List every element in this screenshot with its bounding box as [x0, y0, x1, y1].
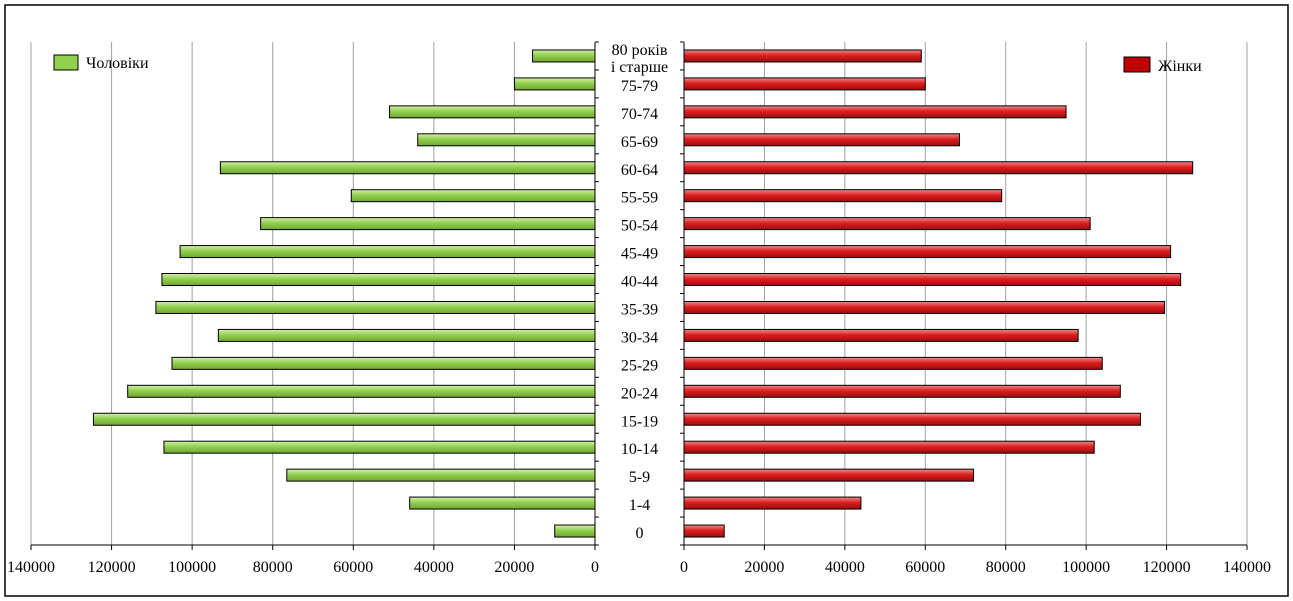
bar-female — [683, 328, 1079, 342]
age-group-label: 45-49 — [621, 246, 658, 263]
axis-tick-labels: 140000 120000 100000 80000 60000 40000 20000 0 0… — [7, 559, 1271, 576]
age-group-label: 0 — [636, 525, 644, 542]
x-tick-label-left: 40000 — [414, 559, 454, 576]
age-group-label-line: і старше — [611, 59, 668, 76]
age-group-label: 35-39 — [621, 301, 658, 318]
bar-female — [683, 524, 725, 538]
x-tick-label-left: 120000 — [88, 559, 136, 576]
bar-female — [683, 273, 1182, 287]
age-group-label: 80 років і старше — [611, 42, 668, 76]
bar-female — [683, 49, 922, 63]
x-tick-label-left: 100000 — [168, 559, 216, 576]
x-tick-label-right: 100000 — [1062, 559, 1110, 576]
bar-female — [683, 440, 1095, 454]
bar-female — [683, 356, 1103, 370]
legend-female: Жінки — [1123, 56, 1202, 75]
age-group-label: 40-44 — [621, 274, 658, 291]
age-group-labels: 0 1-4 5-9 10-14 15-19 20-24 25-29 30-34 35-39 40-… — [611, 42, 668, 542]
bar-female — [683, 217, 1091, 231]
x-tick-label-left: 20000 — [494, 559, 534, 576]
age-group-label: 70-74 — [621, 106, 658, 123]
bar-male — [513, 77, 596, 91]
age-group-label: 25-29 — [621, 357, 658, 374]
bar-female — [683, 300, 1166, 314]
axes — [30, 41, 1248, 550]
bar-male — [161, 273, 596, 287]
bar-male — [92, 412, 596, 426]
bar-male — [554, 524, 596, 538]
age-group-label: 50-54 — [621, 218, 658, 235]
bar-male — [179, 245, 596, 259]
bar-female — [683, 77, 926, 91]
gridlines — [30, 42, 1248, 545]
age-group-label: 15-19 — [621, 413, 658, 430]
age-group-label: 10-14 — [621, 441, 658, 458]
legend-female-swatch — [1123, 56, 1151, 73]
bar-female — [683, 133, 960, 147]
bar-male — [171, 356, 596, 370]
bar-male — [286, 468, 596, 482]
bar-male — [217, 328, 596, 342]
x-tick-label-right: 0 — [680, 559, 688, 576]
x-tick-label-left: 60000 — [333, 559, 373, 576]
x-tick-label-right: 40000 — [825, 559, 865, 576]
legend-female-label: Жінки — [1158, 58, 1202, 75]
age-group-label: 60-64 — [621, 162, 658, 179]
x-tick-label-right: 60000 — [905, 559, 945, 576]
bar-female — [683, 384, 1121, 398]
bar-male — [127, 384, 596, 398]
age-group-label: 55-59 — [621, 190, 658, 207]
legend-male-label: Чоловіки — [86, 55, 149, 72]
bar-male — [163, 440, 596, 454]
bar-male — [409, 496, 596, 510]
age-group-label: 20-24 — [621, 385, 658, 402]
bar-female — [683, 189, 1003, 203]
bar-female — [683, 496, 862, 510]
bar-female — [683, 105, 1067, 119]
x-tick-label-right: 120000 — [1143, 559, 1191, 576]
x-tick-label-right: 80000 — [986, 559, 1026, 576]
bar-male — [389, 105, 596, 119]
x-tick-label-right: 20000 — [744, 559, 784, 576]
bar-male — [350, 189, 596, 203]
legend-male-swatch — [53, 54, 79, 71]
age-group-label: 30-34 — [621, 329, 658, 346]
bar-male — [219, 161, 596, 175]
x-tick-label-left: 80000 — [253, 559, 293, 576]
bar-male — [155, 300, 596, 314]
age-group-label: 5-9 — [629, 469, 650, 486]
bar-male — [532, 49, 596, 63]
chart-frame — [4, 4, 1289, 597]
x-tick-label-left: 140000 — [7, 559, 55, 576]
legend-male: Чоловіки — [53, 54, 149, 72]
age-group-label: 75-79 — [621, 78, 658, 95]
bar-male — [260, 217, 596, 231]
age-group-label-line: 80 років — [612, 42, 668, 59]
age-group-label: 1-4 — [629, 497, 650, 514]
bar-female — [683, 161, 1194, 175]
bar-male — [417, 133, 596, 147]
x-tick-label-right: 140000 — [1223, 559, 1271, 576]
bar-female — [683, 468, 975, 482]
bar-female — [683, 245, 1172, 259]
bar-female — [683, 412, 1141, 426]
x-tick-label-left: 0 — [591, 559, 599, 576]
age-group-label: 65-69 — [621, 134, 658, 151]
